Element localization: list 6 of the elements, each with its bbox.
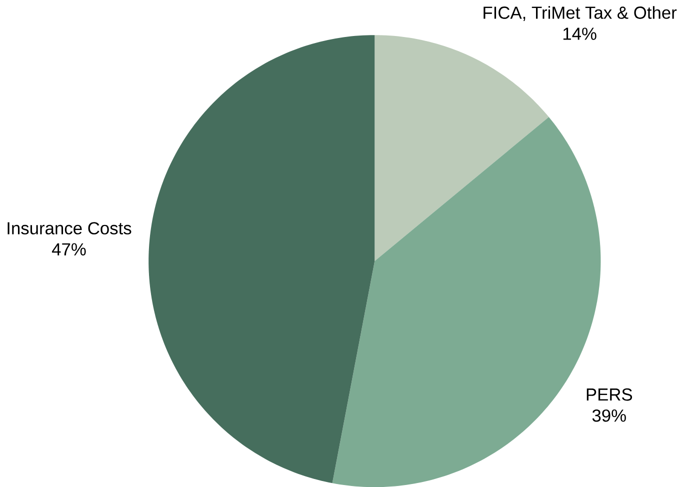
data-label: 39% (592, 409, 626, 422)
slice-label: Insurance Costs (8, 222, 132, 234)
slice-label: PERS (586, 388, 632, 401)
slice-label: FICA, TriMet Tax & Other (484, 6, 677, 21)
data-label: 14% (563, 28, 596, 40)
data-label: 47% (52, 243, 86, 256)
